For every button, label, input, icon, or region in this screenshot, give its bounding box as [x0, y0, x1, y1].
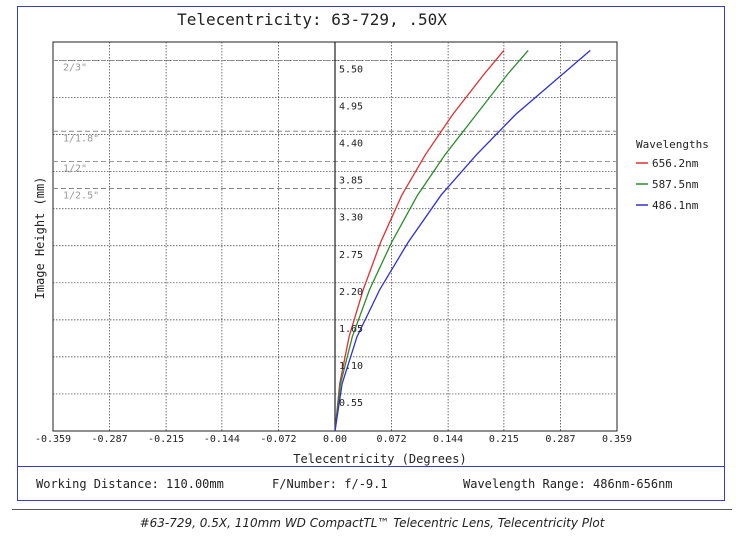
x-tick-label: -0.359 [35, 434, 71, 445]
x-tick-label: 0.072 [377, 434, 407, 445]
sensor-marker-label: 1/2.5" [63, 191, 99, 202]
sensor-marker-label: 1/1.8" [63, 133, 99, 144]
figure-caption: #63-729, 0.5X, 110mm WD CompactTL™ Telec… [139, 516, 605, 530]
y-tick-label: 3.30 [339, 213, 363, 224]
working-distance-text: Working Distance: 110.00mm [36, 477, 224, 491]
f-number-text: F/Number: f/-9.1 [272, 477, 388, 491]
telecentricity-chart: Telecentricity: 63-729, .50X 2/3" 1/1.8" 1… [33, 10, 709, 466]
sensor-marker-label: 1/2" [63, 164, 87, 175]
y-tick-label: 5.50 [339, 65, 363, 76]
x-tick-label: -0.215 [148, 434, 184, 445]
y-tick-labels: 0.55 1.10 1.65 2.20 2.75 3.30 3.85 4.40 4.95 5.50 [339, 65, 363, 409]
x-tick-label: -0.072 [260, 434, 296, 445]
legend-entry: 486.1nm [652, 199, 699, 212]
plot-frame [17, 6, 725, 501]
series-line [334, 49, 505, 432]
y-tick-label: 1.65 [339, 324, 363, 335]
x-axis-label: Telecentricity (Degrees) [293, 452, 466, 466]
info-bar: Working Distance: 110.00mm F/Number: f/-… [17, 466, 725, 501]
y-tick-label: 4.95 [339, 102, 363, 113]
chart-title: Telecentricity: 63-729, .50X [177, 10, 447, 29]
legend-entry: 656.2nm [652, 157, 699, 170]
x-tick-label: 0.215 [489, 434, 519, 445]
y-tick-label: 1.10 [339, 361, 363, 372]
legend: Wavelengths 656.2nm 587.5nm 486.1nm [636, 138, 709, 212]
x-tick-label: -0.287 [91, 434, 127, 445]
legend-entry: 587.5nm [652, 178, 699, 191]
x-tick-labels: -0.359 -0.287 -0.215 -0.144 -0.072 0.00 0.072 0… [35, 434, 632, 445]
caption-divider [12, 509, 732, 510]
y-tick-label: 4.40 [339, 139, 363, 150]
x-tick-label: 0.00 [323, 434, 347, 445]
x-tick-label: 0.144 [433, 434, 463, 445]
y-tick-label: 2.75 [339, 250, 363, 261]
legend-title: Wavelengths [636, 138, 709, 151]
y-tick-label: 2.20 [339, 287, 363, 298]
series-line [334, 49, 591, 432]
series-line [334, 49, 529, 432]
y-tick-label: 3.85 [339, 176, 363, 187]
x-tick-label: 0.287 [545, 434, 575, 445]
x-tick-label: -0.144 [204, 434, 240, 445]
y-tick-label: 0.55 [339, 398, 363, 409]
sensor-marker-label: 2/3" [63, 63, 87, 74]
y-axis-label: Image Height (mm) [33, 177, 47, 300]
x-tick-label: 0.359 [602, 434, 632, 445]
wavelength-range-text: Wavelength Range: 486nm-656nm [463, 477, 673, 491]
series-group [334, 49, 591, 432]
